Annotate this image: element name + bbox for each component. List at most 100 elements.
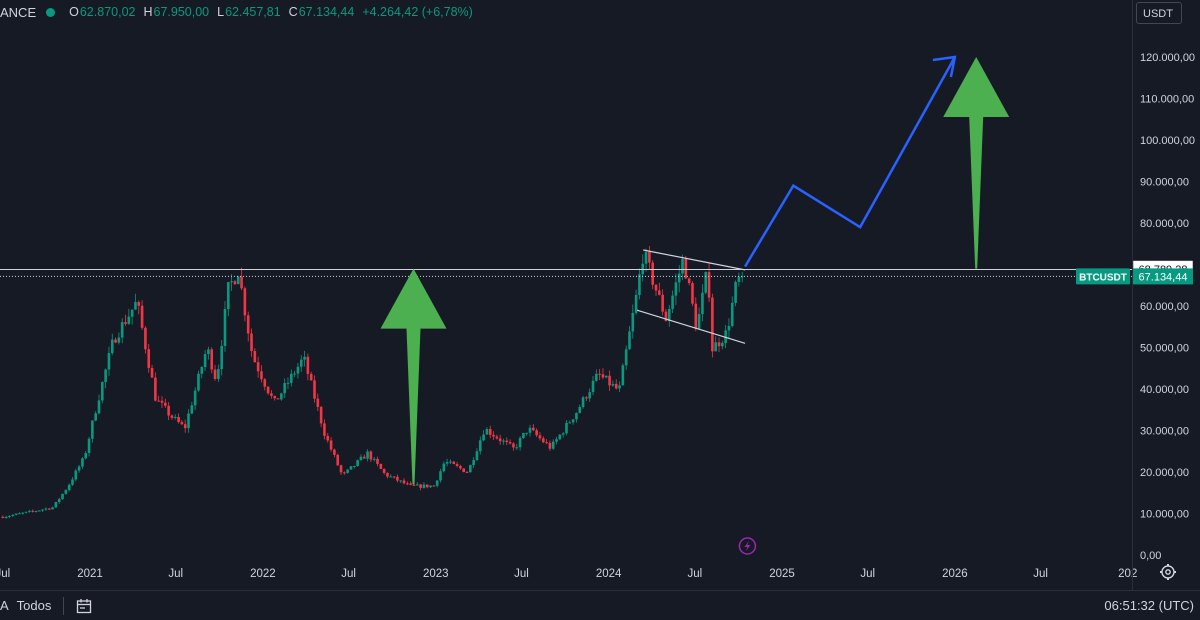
candle-body (432, 485, 436, 487)
candle-body (233, 281, 237, 285)
candle-body (309, 373, 313, 381)
range-button-all[interactable]: Todos (16, 598, 52, 613)
candle-body (638, 274, 641, 295)
candle-body (104, 369, 107, 383)
candle-body (598, 373, 601, 375)
lightning-icon[interactable] (738, 537, 757, 555)
candle-body (435, 480, 439, 486)
channel-lower-line[interactable] (636, 309, 746, 344)
projection-arrowhead (932, 55, 957, 78)
x-tick-label: 202 (1118, 568, 1137, 580)
candle-body (187, 413, 190, 429)
candle-body (415, 484, 419, 486)
close-value: 67.134,44 (298, 5, 355, 19)
high-value: 67.950,00 (153, 5, 210, 19)
candle-body (694, 303, 698, 329)
y-tick-label: 40.000,00 (1140, 384, 1189, 396)
candle-body (452, 461, 456, 465)
candle-body (730, 302, 734, 326)
low-value: 62.457,81 (225, 5, 281, 19)
candle-body (266, 386, 270, 394)
candle-body (333, 449, 336, 455)
currency-selector[interactable]: USDT (1136, 2, 1182, 24)
price-chart[interactable]: 0,00 10.000,00 20.000,00 30.000,00 40.000,00… (0, 0, 1200, 590)
candle-body (674, 282, 678, 296)
candle-body (717, 342, 721, 347)
candle-body (290, 373, 293, 383)
candle-body (518, 438, 522, 448)
candle-body (548, 442, 552, 449)
candle-body (697, 314, 701, 329)
ohlc-legend: ANCE O 62.870,02 H 67.950,00 L 62.457,81… (0, 0, 481, 24)
candle-body (614, 383, 618, 389)
candle-body (505, 440, 509, 443)
candle-body (624, 349, 628, 366)
candle-body (101, 382, 104, 401)
candle-body (714, 342, 717, 352)
x-tick-label: Jul (1033, 568, 1048, 580)
projection-path[interactable] (743, 56, 956, 268)
candle-body (724, 330, 727, 344)
time-axis[interactable]: Jul 2021 Jul 2022 Jul 2023 Jul 2024 Jul 2025 Jul 20… (0, 568, 1137, 580)
candle-body (558, 434, 562, 440)
drawings-layer[interactable] (0, 55, 1132, 555)
x-tick-label: 2022 (250, 568, 276, 580)
x-tick-label: 2021 (77, 568, 103, 580)
calendar-icon[interactable] (76, 598, 92, 614)
price-axis[interactable]: 0,00 10.000,00 20.000,00 30.000,00 40.000,00… (1076, 52, 1195, 562)
gear-icon[interactable] (1159, 563, 1177, 581)
y-tick-label: 50.000,00 (1140, 343, 1189, 355)
candle-body (707, 272, 711, 298)
candle-body (47, 508, 51, 510)
candle-body (379, 463, 383, 469)
candle-body (551, 441, 555, 449)
candle-body (1, 516, 5, 518)
candle-body (299, 359, 303, 367)
clock-timezone[interactable]: 06:51:32 (UTC) (1104, 598, 1194, 613)
green-up-arrow[interactable] (943, 57, 1010, 269)
change-value: +4.264,42 (+6,78%) (362, 5, 473, 19)
candle-body (286, 382, 290, 384)
candle-body (339, 465, 343, 473)
candle-body (369, 451, 373, 460)
candle-body (147, 349, 151, 368)
candle-body (352, 465, 356, 467)
candle-body (737, 276, 741, 282)
candle-body (429, 485, 432, 488)
candle-body (349, 466, 353, 470)
y-tick-label: 0,00 (1140, 550, 1161, 562)
candle-body (11, 514, 15, 517)
candle-body (240, 276, 243, 289)
green-up-arrow[interactable] (380, 268, 447, 485)
candle-body (213, 369, 217, 379)
candle-body (124, 322, 127, 324)
y-tick-label: 20.000,00 (1140, 467, 1189, 479)
candle-body (478, 440, 482, 452)
candle-body (110, 339, 114, 354)
candle-body (283, 383, 286, 394)
candle-body (243, 288, 247, 316)
candle-body (492, 434, 495, 437)
candle-body (61, 493, 64, 500)
channel-upper-line[interactable] (643, 249, 746, 271)
candle-body (409, 483, 412, 485)
candle-body (565, 422, 568, 434)
candle-body (323, 423, 326, 436)
x-tick-label: Jul (341, 568, 356, 580)
candle-body (618, 385, 621, 389)
x-tick-label: 2023 (423, 568, 449, 580)
candle-body (296, 366, 300, 374)
candle-body (150, 367, 154, 378)
candle-body (362, 456, 366, 459)
range-button-a[interactable]: A (0, 598, 9, 613)
candle-body (469, 465, 472, 473)
candle-body (57, 499, 61, 502)
candle-body (77, 466, 81, 471)
toolbar-divider (63, 596, 65, 615)
candle-body (465, 472, 469, 474)
x-tick-label: Jul (514, 568, 529, 580)
x-tick-label: 2024 (596, 568, 622, 580)
candle-body (541, 438, 545, 443)
candle-body (144, 327, 147, 350)
x-tick-label: Jul (0, 568, 10, 580)
